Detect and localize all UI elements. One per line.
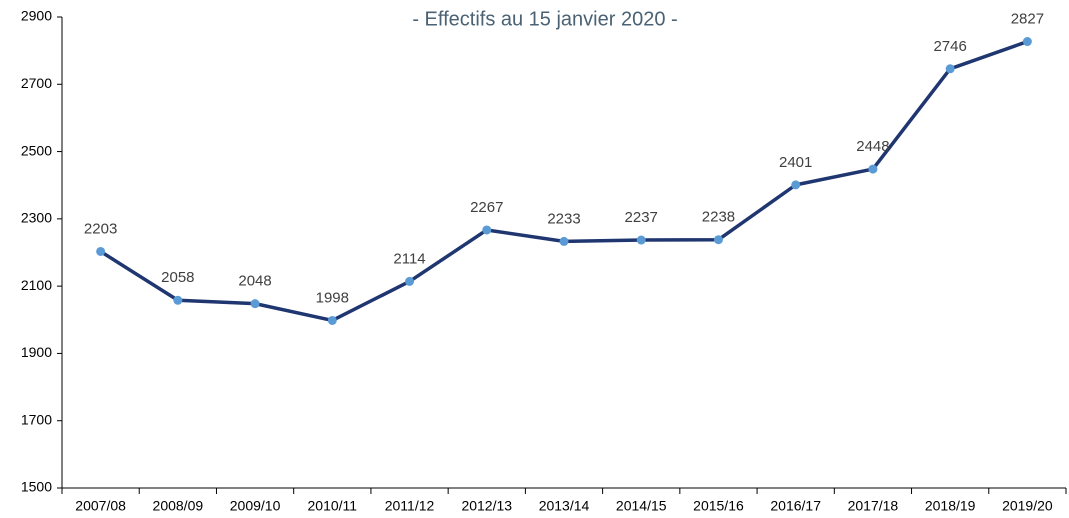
marker	[636, 235, 646, 245]
x-tick-label: 2013/14	[539, 498, 590, 514]
y-tick-label: 2700	[21, 75, 52, 91]
y-tick-label: 2500	[21, 142, 52, 158]
x-tick-label: 2016/17	[770, 498, 821, 514]
chart-title: - Effectifs au 15 janvier 2020 -	[412, 8, 677, 30]
marker	[327, 315, 337, 325]
data-label: 2237	[625, 209, 658, 226]
marker	[713, 235, 723, 245]
x-tick-label: 2014/15	[616, 498, 667, 514]
x-tick-label: 2007/08	[75, 498, 126, 514]
x-tick-label: 2010/11	[308, 498, 358, 514]
y-tick-label: 2300	[21, 210, 52, 226]
data-label: 2238	[702, 209, 735, 226]
data-label: 2448	[856, 138, 889, 155]
x-tick-label: 2008/09	[153, 498, 204, 514]
marker	[405, 276, 415, 286]
marker	[945, 64, 955, 74]
marker	[482, 225, 492, 235]
data-label: 2203	[84, 220, 117, 237]
data-label: 2827	[1011, 11, 1044, 28]
y-tick-label: 1900	[21, 344, 52, 360]
marker	[250, 299, 260, 309]
data-label: 2401	[779, 154, 812, 171]
x-tick-label: 2012/13	[461, 498, 512, 514]
data-label: 2746	[933, 38, 966, 55]
data-label: 2048	[238, 273, 271, 290]
data-label: 2233	[547, 210, 580, 227]
y-tick-label: 2900	[21, 8, 52, 24]
data-label: 2114	[393, 250, 425, 267]
marker	[868, 164, 878, 174]
data-label: 2267	[470, 199, 503, 216]
data-label: 1998	[316, 289, 349, 306]
marker	[96, 246, 106, 256]
x-tick-label: 2017/18	[848, 498, 899, 514]
data-label: 2058	[161, 269, 194, 286]
x-tick-label: 2015/16	[693, 498, 744, 514]
marker	[559, 236, 569, 246]
x-tick-label: 2019/20	[1002, 498, 1053, 514]
y-tick-label: 1700	[21, 411, 52, 427]
marker	[173, 295, 183, 305]
y-tick-label: 2100	[21, 277, 52, 293]
x-tick-label: 2009/10	[230, 498, 281, 514]
marker	[791, 180, 801, 190]
x-tick-label: 2018/19	[925, 498, 976, 514]
marker	[1022, 37, 1032, 47]
y-tick-label: 1500	[21, 479, 52, 495]
x-tick-label: 2011/12	[385, 498, 435, 514]
